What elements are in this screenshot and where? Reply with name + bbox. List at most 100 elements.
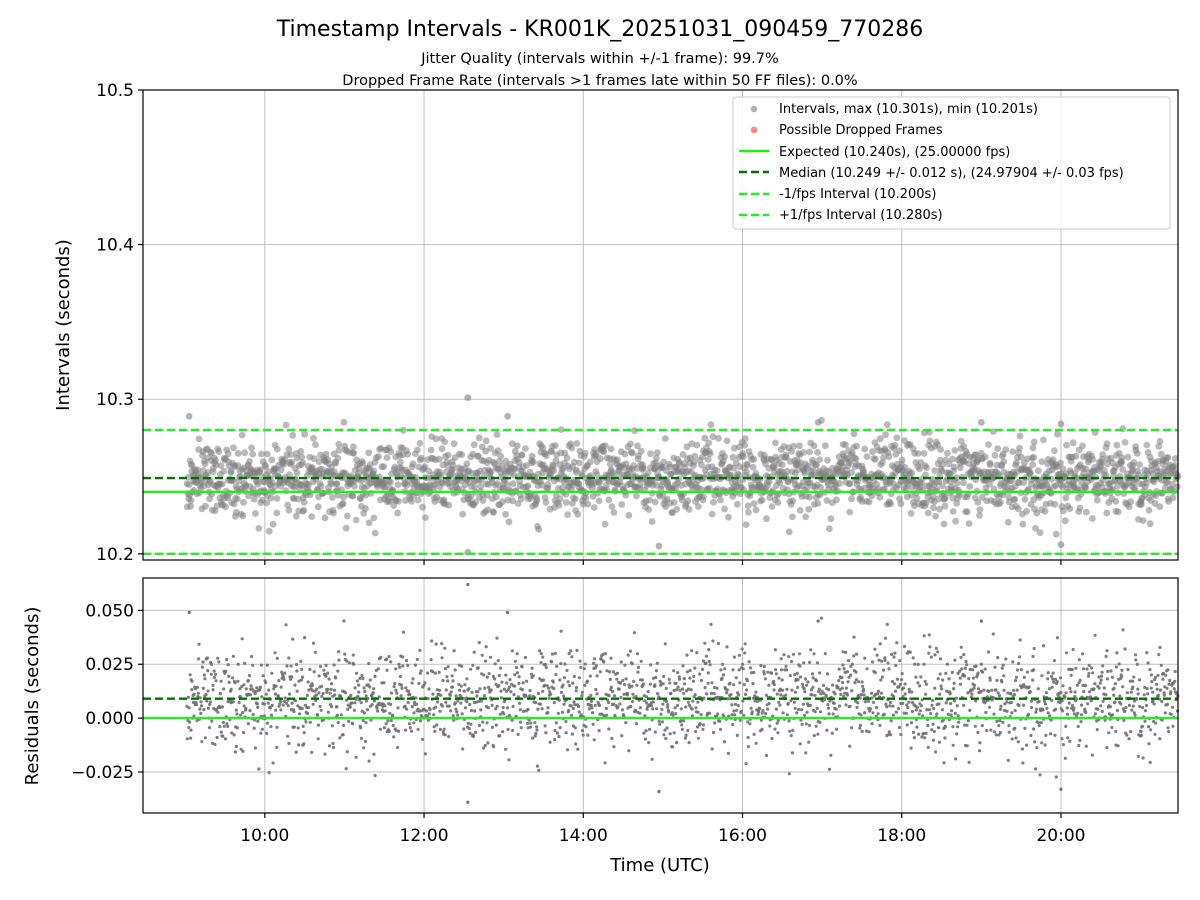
residual-point <box>1131 704 1135 708</box>
interval-point <box>730 464 737 472</box>
residual-point <box>713 685 717 690</box>
residual-point <box>1123 709 1127 713</box>
residual-point <box>1149 673 1154 677</box>
residual-point <box>577 676 582 680</box>
residual-point <box>1032 668 1036 672</box>
residual-point <box>261 674 265 678</box>
residual-point <box>477 723 482 728</box>
residual-point <box>974 699 978 703</box>
residual-point <box>290 675 294 679</box>
residual-point <box>378 727 382 731</box>
residual-point <box>570 732 575 736</box>
residual-point <box>689 688 693 692</box>
residual-point <box>705 692 709 696</box>
residual-point <box>894 710 898 714</box>
residual-point <box>1007 724 1011 728</box>
residual-point <box>320 694 324 699</box>
interval-point <box>298 453 306 461</box>
residual-point <box>928 645 932 649</box>
residual-point <box>1061 743 1065 747</box>
residual-point <box>756 712 760 717</box>
residual-point <box>603 652 608 656</box>
residual-point <box>396 745 400 750</box>
residual-point <box>559 629 563 633</box>
residual-point <box>684 705 688 709</box>
residual-point <box>664 736 668 741</box>
residual-point <box>410 681 414 685</box>
residual-point <box>1014 678 1018 683</box>
interval-point <box>914 450 922 457</box>
interval-point <box>1017 453 1025 461</box>
residual-point <box>1110 675 1114 680</box>
residual-point <box>825 672 830 676</box>
residual-point <box>441 678 445 683</box>
residual-point <box>445 675 449 679</box>
residual-point <box>963 674 967 678</box>
residual-point <box>694 706 698 710</box>
interval-point <box>893 434 901 442</box>
interval-point <box>308 513 316 520</box>
interval-point <box>1157 450 1165 458</box>
residual-point <box>853 681 857 685</box>
interval-point <box>1020 479 1027 486</box>
residual-point <box>1064 651 1069 655</box>
residual-point <box>774 668 778 672</box>
interval-point <box>202 502 209 510</box>
interval-point <box>610 509 618 516</box>
residual-point <box>472 650 476 654</box>
interval-point <box>684 497 692 505</box>
residual-point <box>631 692 635 696</box>
interval-point <box>1139 517 1147 524</box>
residual-point <box>544 665 548 670</box>
residual-point <box>329 682 334 686</box>
residual-point <box>1059 690 1063 695</box>
residual-point <box>438 727 442 732</box>
interval-point <box>941 502 949 510</box>
residual-point <box>229 687 233 691</box>
residual-point <box>313 650 317 654</box>
legend-label-plus-fps: +1/fps Interval (10.280s) <box>779 208 943 223</box>
residual-point <box>1052 659 1056 663</box>
interval-point <box>499 498 506 506</box>
interval-point <box>187 502 195 510</box>
residual-point <box>668 732 672 736</box>
residual-point <box>941 678 945 682</box>
residual-point <box>1017 703 1021 708</box>
residual-point <box>1150 680 1154 684</box>
residual-point <box>1135 662 1139 667</box>
residual-point <box>622 692 626 696</box>
residual-point <box>449 690 453 694</box>
residual-point <box>570 655 574 659</box>
interval-point <box>1038 458 1046 465</box>
residual-point <box>299 678 303 682</box>
residual-point <box>467 687 471 691</box>
residual-point <box>327 677 331 681</box>
residual-point <box>963 723 967 727</box>
residual-point <box>389 718 393 723</box>
residual-point <box>510 718 514 722</box>
residual-point <box>355 671 359 675</box>
interval-point <box>301 430 308 438</box>
residual-point <box>906 705 910 710</box>
residual-point <box>841 680 845 685</box>
interval-point <box>458 451 466 459</box>
interval-point <box>254 480 262 488</box>
residual-point <box>757 710 761 714</box>
residual-point <box>718 719 722 723</box>
residual-point <box>385 657 389 661</box>
residual-point <box>1101 664 1105 668</box>
interval-point <box>942 494 949 502</box>
residual-point <box>465 677 469 681</box>
residual-point <box>499 696 503 700</box>
interval-point <box>965 520 973 527</box>
residual-point <box>302 742 306 746</box>
residual-point <box>586 733 590 737</box>
residual-point <box>439 693 443 697</box>
residual-point <box>628 649 633 653</box>
residual-point <box>249 684 253 688</box>
residual-point <box>1069 673 1073 677</box>
residual-point <box>521 681 525 685</box>
interval-point <box>322 450 330 458</box>
residual-point <box>737 693 741 697</box>
residuals-axes-frame <box>142 577 1179 814</box>
